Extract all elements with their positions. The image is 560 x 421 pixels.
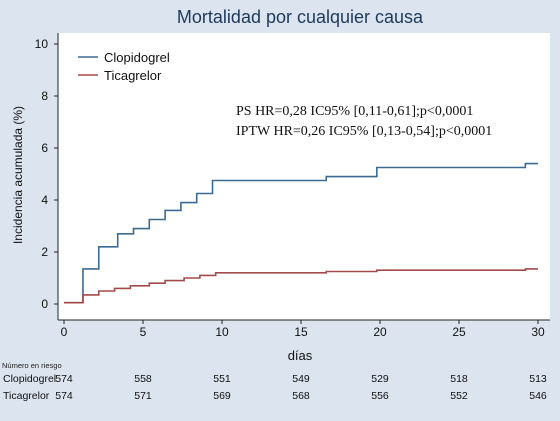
legend-label-clopidogrel: Clopidogrel <box>104 50 170 65</box>
y-tick-label: 10 <box>35 37 49 51</box>
risk-value: 558 <box>134 373 152 385</box>
risk-value: 546 <box>529 390 547 402</box>
risk-value: 552 <box>450 390 468 402</box>
x-tick-label: 5 <box>140 325 147 339</box>
x-tick-label: 20 <box>373 325 387 339</box>
risk-value: 518 <box>450 373 468 385</box>
y-tick-label: 2 <box>41 245 48 259</box>
risk-value: 551 <box>213 373 231 385</box>
x-tick-label: 25 <box>452 325 466 339</box>
annotations: PS HR=0,28 IC95% [0,11-0,61];p<0,0001 IPT… <box>236 104 492 139</box>
y-tick-label: 4 <box>41 193 48 207</box>
axes: 0 2 4 6 8 10 0 5 10 15 20 25 30 <box>35 33 550 339</box>
risk-row-label: Ticagrelor <box>3 390 50 402</box>
legend: Clopidogrel Ticagrelor <box>78 50 170 83</box>
risk-value: 529 <box>371 373 389 385</box>
y-tick-label: 8 <box>41 89 48 103</box>
y-axis-label: Incidencia acumulada (%) <box>11 106 25 244</box>
risk-value: 549 <box>292 373 310 385</box>
series-line-clopidogrel <box>64 162 538 304</box>
risk-table: Clopidogrel 574 558 551 549 529 518 513Ticagrel… <box>3 373 547 402</box>
legend-label-ticagrelor: Ticagrelor <box>104 68 162 83</box>
risk-value: 556 <box>371 390 389 402</box>
x-axis-label: días <box>288 348 313 363</box>
series-lines <box>64 162 538 304</box>
risk-value: 568 <box>292 390 310 402</box>
x-tick-label: 0 <box>61 325 68 339</box>
risk-table-title: Número en riesgo <box>2 361 62 370</box>
hr-annotation: PS HR=0,28 IC95% [0,11-0,61];p<0,0001 <box>236 104 473 119</box>
y-tick-label: 0 <box>41 297 48 311</box>
chart-title: Mortalidad por cualquier causa <box>177 7 424 27</box>
x-tick-label: 30 <box>531 325 545 339</box>
x-tick-label: 10 <box>215 325 229 339</box>
risk-value: 574 <box>55 390 73 402</box>
y-tick-label: 6 <box>41 141 48 155</box>
risk-row-label: Clopidogrel <box>3 373 56 385</box>
hr-annotation: IPTW HR=0,26 IC95% [0,13-0,54];p<0,0001 <box>236 124 492 139</box>
risk-value: 569 <box>213 390 231 402</box>
risk-value: 571 <box>134 390 152 402</box>
risk-value: 513 <box>529 373 547 385</box>
series-line-ticagrelor <box>64 268 538 304</box>
risk-value: 574 <box>55 373 73 385</box>
x-tick-label: 15 <box>294 325 308 339</box>
